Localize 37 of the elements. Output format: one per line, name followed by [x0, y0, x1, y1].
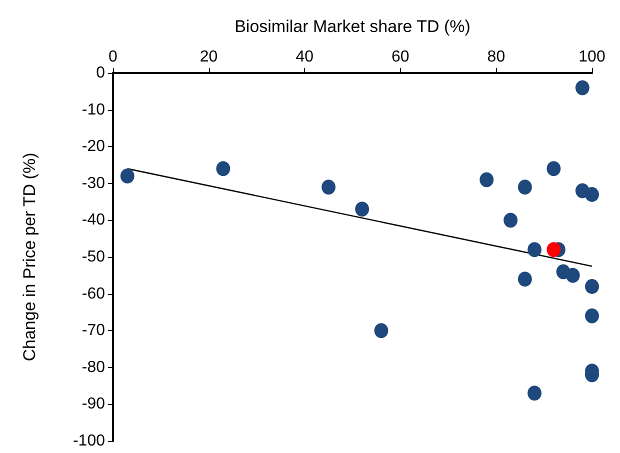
point: [216, 161, 230, 176]
point: [120, 168, 134, 184]
y-axis-title: Change in Price per TD (%): [20, 152, 39, 362]
point: [528, 386, 542, 401]
point: [480, 172, 494, 188]
x-tick-label: 80: [487, 48, 506, 66]
x-tick-label: 40: [296, 48, 314, 66]
x-tick-label: 100: [578, 48, 606, 66]
y-tick-label: -40: [82, 212, 106, 229]
y-tick-label: -70: [82, 322, 106, 340]
point: [546, 242, 561, 258]
point: [575, 80, 590, 96]
y-tick-label: -50: [82, 248, 106, 266]
y-tick-label: 0: [96, 64, 106, 82]
point: [585, 278, 599, 294]
point: [518, 180, 532, 195]
point: [528, 242, 542, 258]
y-tick-label: -60: [82, 285, 106, 302]
y-tick-label: -10: [82, 101, 106, 118]
point: [585, 186, 599, 202]
x-tick-label: 60: [392, 48, 410, 66]
point: [585, 308, 599, 324]
point: [355, 202, 370, 217]
y-tick-label: -90: [82, 396, 106, 413]
point: [374, 323, 388, 338]
x-tick-label: 20: [200, 48, 218, 66]
y-tick-label: -100: [72, 432, 106, 450]
x-tick-label: 0: [108, 48, 118, 66]
point: [518, 272, 532, 287]
y-tick-label: -30: [82, 174, 106, 192]
point: [546, 161, 561, 176]
point: [322, 180, 336, 195]
y-tick-label: -80: [82, 358, 106, 376]
point: [566, 268, 580, 283]
point: [504, 212, 518, 228]
y-tick-label: -20: [82, 138, 106, 156]
x-axis-title: Biosimilar Market share TD (%): [234, 17, 470, 36]
